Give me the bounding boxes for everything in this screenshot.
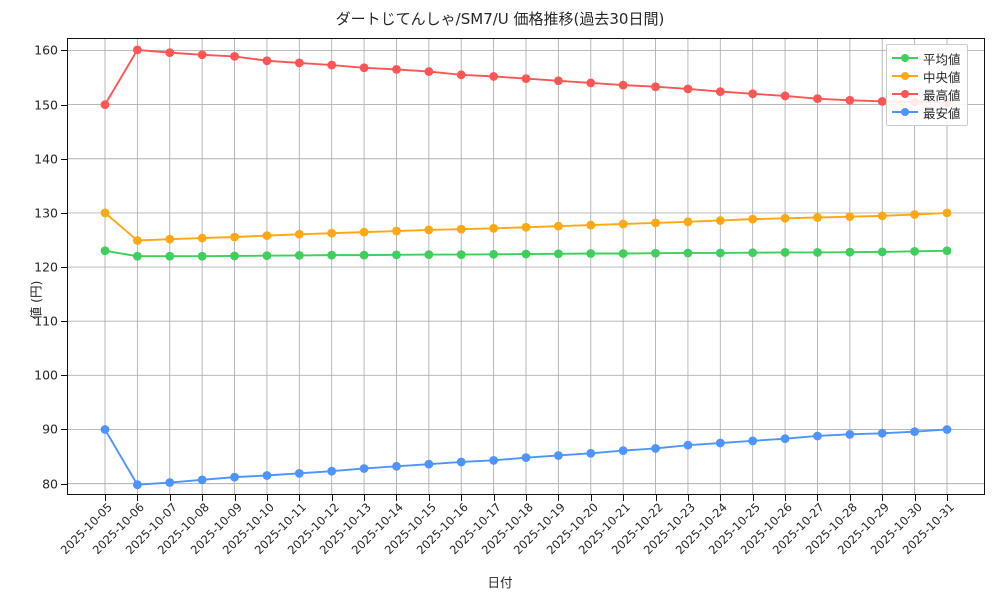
- y-tick-mark: [61, 429, 67, 431]
- x-tick-mark: [720, 495, 722, 501]
- y-tick-label: 90: [42, 421, 58, 437]
- x-tick-mark: [558, 495, 560, 501]
- y-tick-mark: [61, 267, 67, 269]
- chart-legend[interactable]: 平均値中央値最高値最安値: [886, 44, 968, 126]
- x-tick-mark: [331, 495, 333, 501]
- y-tick-label: 110: [34, 313, 58, 329]
- x-tick-mark: [914, 495, 916, 501]
- x-tick-mark: [655, 495, 657, 501]
- legend-label: 平均値: [923, 51, 961, 67]
- x-tick-mark: [785, 495, 787, 501]
- legend-item[interactable]: 最安値: [892, 103, 961, 121]
- legend-item[interactable]: 平均値: [892, 49, 961, 67]
- x-tick-mark: [687, 495, 689, 501]
- x-tick-mark: [105, 495, 106, 501]
- x-tick-mark: [202, 495, 204, 501]
- legend-item[interactable]: 中央値: [892, 67, 961, 85]
- x-tick-mark: [396, 495, 398, 501]
- legend-swatch-icon: [892, 89, 918, 99]
- legend-swatch-icon: [892, 53, 918, 63]
- legend-label: 最安値: [923, 105, 961, 121]
- y-tick-label: 150: [34, 97, 58, 113]
- plot-area: [67, 38, 985, 495]
- x-tick-mark: [882, 495, 884, 501]
- x-tick-mark: [428, 495, 430, 501]
- y-tick-label: 80: [42, 476, 58, 492]
- chart-title: ダートじてんしゃ/SM7/U 価格推移(過去30日間): [335, 10, 665, 28]
- x-axis-title: 日付: [487, 575, 513, 590]
- x-tick-mark: [266, 495, 268, 501]
- y-tick-mark: [61, 212, 67, 214]
- y-tick-mark: [61, 321, 67, 323]
- x-tick-mark: [947, 495, 948, 501]
- x-tick-mark: [623, 495, 625, 501]
- y-tick-mark: [61, 50, 67, 52]
- y-tick-mark: [61, 375, 67, 377]
- y-tick-mark: [61, 104, 67, 106]
- y-tick-label: 130: [34, 205, 58, 221]
- legend-label: 最高値: [923, 87, 961, 103]
- y-tick-label: 120: [34, 259, 58, 275]
- legend-swatch-icon: [892, 107, 918, 117]
- x-tick-mark: [590, 495, 592, 501]
- y-tick-mark: [61, 158, 67, 160]
- x-tick-mark: [817, 495, 819, 501]
- legend-label: 中央値: [923, 69, 961, 85]
- x-tick-mark: [461, 495, 463, 501]
- legend-swatch-icon: [892, 71, 918, 81]
- y-axis-tick-labels: 80 90 100 110 120 130 140 150 160: [0, 0, 58, 600]
- x-tick-mark: [526, 495, 527, 501]
- x-tick-mark: [299, 495, 301, 501]
- y-tick-label: 140: [34, 151, 58, 167]
- legend-item[interactable]: 最高値: [892, 85, 961, 103]
- x-tick-mark: [493, 495, 495, 501]
- x-tick-mark: [234, 495, 236, 501]
- y-tick-label: 160: [34, 42, 58, 58]
- x-tick-mark: [169, 495, 171, 501]
- x-tick-mark: [752, 495, 754, 501]
- y-tick-mark: [61, 483, 67, 485]
- x-tick-mark: [364, 495, 366, 501]
- y-tick-label: 100: [34, 367, 58, 383]
- x-tick-mark: [849, 495, 851, 501]
- x-tick-mark: [137, 495, 139, 501]
